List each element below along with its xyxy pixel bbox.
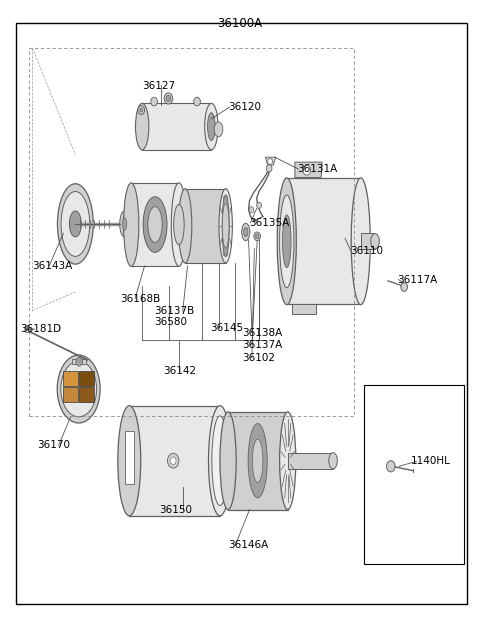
Text: 36137B: 36137B <box>154 306 194 316</box>
Text: 36102: 36102 <box>242 353 276 363</box>
Bar <box>79 387 94 402</box>
Text: 36117A: 36117A <box>397 274 438 284</box>
Circle shape <box>257 202 262 209</box>
Ellipse shape <box>61 191 90 256</box>
Circle shape <box>25 325 31 333</box>
Text: 36146A: 36146A <box>228 540 268 550</box>
Ellipse shape <box>148 207 162 242</box>
Ellipse shape <box>122 218 127 230</box>
Bar <box>131 183 179 266</box>
Circle shape <box>138 106 144 114</box>
Text: 36143A: 36143A <box>33 261 72 271</box>
Ellipse shape <box>371 233 379 249</box>
Ellipse shape <box>208 406 231 516</box>
Text: 36137A: 36137A <box>242 340 283 350</box>
Circle shape <box>266 165 272 172</box>
Bar <box>228 412 288 510</box>
Text: 36120: 36120 <box>228 102 261 112</box>
Circle shape <box>254 232 261 241</box>
Ellipse shape <box>351 178 370 305</box>
Polygon shape <box>265 157 276 165</box>
Text: 36138A: 36138A <box>242 328 283 338</box>
Bar <box>63 387 78 402</box>
Ellipse shape <box>57 355 100 423</box>
Ellipse shape <box>118 406 141 516</box>
Ellipse shape <box>204 103 218 150</box>
Polygon shape <box>291 304 316 314</box>
Ellipse shape <box>207 112 215 140</box>
Ellipse shape <box>280 412 296 510</box>
Ellipse shape <box>135 103 149 150</box>
Ellipse shape <box>329 453 337 469</box>
Circle shape <box>151 97 157 106</box>
Text: 36170: 36170 <box>37 440 70 450</box>
Circle shape <box>170 457 176 465</box>
Ellipse shape <box>70 211 81 237</box>
Ellipse shape <box>171 183 187 266</box>
Ellipse shape <box>214 122 223 137</box>
Text: 36150: 36150 <box>159 505 192 515</box>
Ellipse shape <box>58 184 93 264</box>
Text: 36181D: 36181D <box>21 324 61 334</box>
Text: 36127: 36127 <box>142 81 175 91</box>
Circle shape <box>303 165 311 175</box>
Text: 36131A: 36131A <box>297 164 337 174</box>
Text: 36110: 36110 <box>350 245 383 256</box>
Bar <box>129 406 220 516</box>
Bar <box>29 48 354 415</box>
Ellipse shape <box>243 227 248 237</box>
Bar <box>79 371 94 386</box>
Text: 36142: 36142 <box>163 366 196 376</box>
Ellipse shape <box>252 439 263 483</box>
Ellipse shape <box>241 224 250 241</box>
Circle shape <box>249 207 254 213</box>
Ellipse shape <box>143 197 167 252</box>
Ellipse shape <box>212 416 228 505</box>
Bar <box>63 371 78 386</box>
Ellipse shape <box>222 195 229 256</box>
Ellipse shape <box>280 195 294 288</box>
Ellipse shape <box>120 211 129 237</box>
Bar <box>142 103 211 150</box>
Ellipse shape <box>179 189 192 263</box>
Bar <box>364 384 464 564</box>
Circle shape <box>168 453 179 468</box>
Text: 1140HL: 1140HL <box>411 456 451 466</box>
Ellipse shape <box>222 204 229 248</box>
Text: 36145: 36145 <box>210 323 243 333</box>
Text: 36100A: 36100A <box>217 17 263 30</box>
Circle shape <box>164 93 173 104</box>
Circle shape <box>140 108 143 112</box>
Circle shape <box>386 461 395 472</box>
Circle shape <box>166 96 171 102</box>
Ellipse shape <box>123 183 139 266</box>
Bar <box>287 178 361 304</box>
Ellipse shape <box>248 424 267 498</box>
Text: 36168B: 36168B <box>120 294 160 304</box>
Text: 36580: 36580 <box>154 317 187 327</box>
Ellipse shape <box>219 189 232 263</box>
Ellipse shape <box>282 215 291 268</box>
Ellipse shape <box>220 412 236 510</box>
Text: 36135A: 36135A <box>250 218 290 228</box>
Polygon shape <box>295 162 322 178</box>
Circle shape <box>255 234 259 239</box>
Bar <box>124 431 134 484</box>
Bar <box>361 233 375 248</box>
Ellipse shape <box>277 178 296 305</box>
Ellipse shape <box>174 204 184 245</box>
Bar <box>288 453 333 469</box>
Ellipse shape <box>61 361 96 417</box>
Circle shape <box>76 358 83 366</box>
Circle shape <box>268 158 273 165</box>
Circle shape <box>401 283 408 291</box>
Bar <box>185 189 226 263</box>
Circle shape <box>194 97 200 106</box>
Polygon shape <box>72 359 86 365</box>
